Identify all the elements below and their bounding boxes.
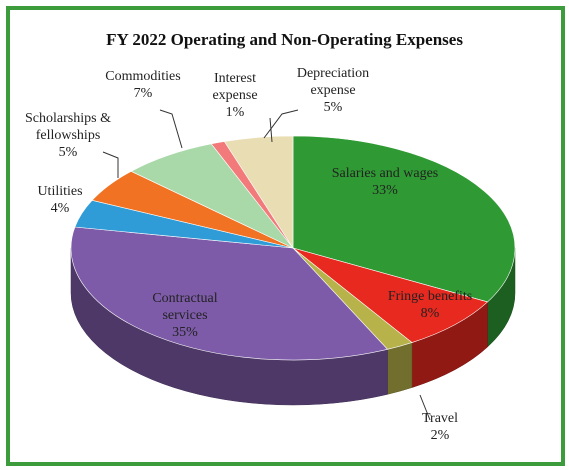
slice-value: 5% [58,145,78,160]
slice-name: Depreciation expense [296,66,370,98]
slice [223,135,294,250]
slice-side [387,342,413,395]
slice-label: Contractual services 35% [130,290,240,341]
slice [70,226,389,361]
slice-value: 8% [420,306,440,321]
slice-label: Fringe benefits 8% [370,288,490,322]
slice-name: Interest expense [212,71,258,103]
slice-label: Commodities 7% [98,68,188,102]
slice-name: Contractual services [152,291,218,323]
slice-name: Fringe benefits [387,289,473,304]
slice-name: Salaries and wages [331,166,439,181]
slice-value: 2% [430,428,450,443]
slice-label: Interest expense 1% [200,70,270,121]
slice-label: Salaries and wages 33% [330,165,440,199]
slice-name: Commodities [105,69,181,84]
slice-label: Scholarships & fellowships 5% [8,110,128,161]
chart-title: FY 2022 Operating and Non-Operating Expe… [106,30,463,49]
slice [292,247,489,343]
slice-name: Scholarships & fellowships [25,111,111,143]
slice-label: Travel 2% [410,410,470,444]
slice-label: Depreciation expense 5% [278,65,388,116]
slice-value: 4% [50,201,70,216]
slice [292,135,516,303]
slice-value: 7% [133,86,153,101]
slice-name: Travel [421,411,459,426]
frame [6,6,565,466]
slice-label: Utilities 4% [20,183,100,217]
slice-value: 5% [323,100,343,115]
slice-name: Utilities [37,184,83,199]
slice-value: 1% [225,105,245,120]
slice-value: 35% [172,325,198,340]
leader-lines [102,109,431,421]
slice-value: 33% [372,183,398,198]
